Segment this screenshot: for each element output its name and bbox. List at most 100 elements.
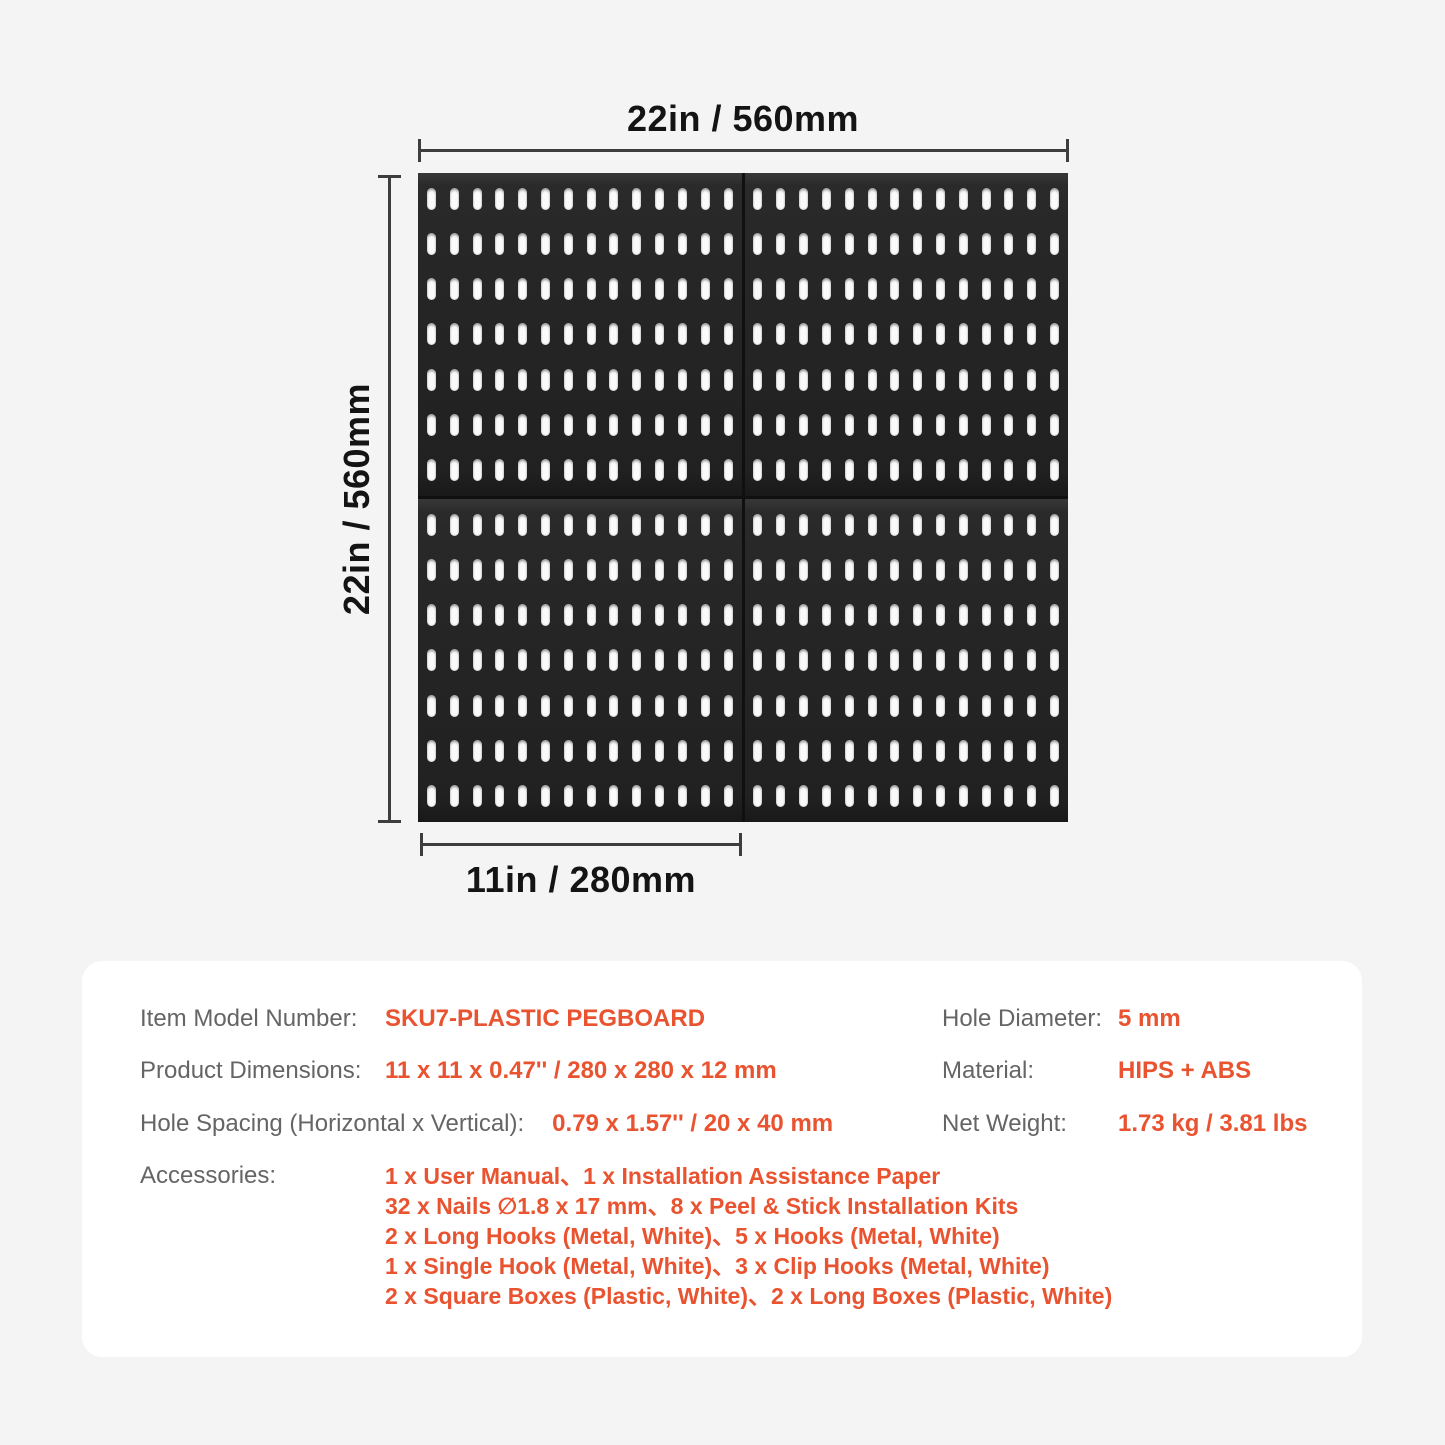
pegboard-hole — [700, 649, 710, 672]
pegboard-hole — [867, 368, 877, 391]
pegboard-hole — [981, 187, 991, 210]
pegboard-hole — [518, 368, 528, 391]
pegboard-hole — [958, 513, 968, 536]
pegboard-hole — [799, 785, 809, 808]
pegboard-hole — [655, 694, 665, 717]
pegboard-hole — [700, 513, 710, 536]
product-dimensions-value: 11 x 11 x 0.47'' / 280 x 280 x 12 mm — [385, 1057, 777, 1084]
hole-spacing-label: Hole Spacing (Horizontal x Vertical): — [140, 1110, 525, 1137]
pegboard-hole — [563, 785, 573, 808]
pegboard-hole — [723, 649, 733, 672]
pegboard-hole — [890, 740, 900, 763]
pegboard-hole — [700, 604, 710, 627]
pegboard-hole — [723, 604, 733, 627]
pegboard-hole — [981, 785, 991, 808]
pegboard-panel — [744, 173, 1068, 496]
pegboard-hole — [563, 414, 573, 437]
pegboard-hole — [1027, 785, 1037, 808]
pegboard-hole — [700, 414, 710, 437]
pegboard-hole — [867, 740, 877, 763]
pegboard-hole — [563, 368, 573, 391]
material-value: HIPS + ABS — [1118, 1057, 1252, 1084]
pegboard-hole — [518, 278, 528, 301]
pegboard-hole — [935, 414, 945, 437]
pegboard-hole — [609, 558, 619, 581]
pegboard-hole — [981, 232, 991, 255]
accessories-value-lines: 1 x User Manual、1 x Installation Assista… — [385, 1161, 1112, 1311]
pegboard-hole — [655, 649, 665, 672]
pegboard-hole — [426, 459, 436, 482]
pegboard-hole — [495, 459, 505, 482]
pegboard-hole — [586, 459, 596, 482]
pegboard-hole — [821, 513, 831, 536]
pegboard-hole — [495, 278, 505, 301]
pegboard-hole — [1027, 187, 1037, 210]
pegboard-hole — [472, 785, 482, 808]
pegboard-hole — [586, 278, 596, 301]
pegboard-hole — [867, 459, 877, 482]
pegboard-hole — [935, 187, 945, 210]
pegboard-hole — [449, 604, 459, 627]
pegboard-hole — [1050, 187, 1060, 210]
bottom-dimension-tick-left — [420, 833, 423, 856]
pegboard-hole — [935, 368, 945, 391]
pegboard-hole — [723, 187, 733, 210]
pegboard-hole — [844, 323, 854, 346]
pegboard-hole — [844, 694, 854, 717]
pegboard-hole — [677, 558, 687, 581]
pegboard-hole — [1004, 694, 1014, 717]
pegboard-hole — [821, 459, 831, 482]
pegboard-hole — [1050, 232, 1060, 255]
pegboard-hole — [632, 740, 642, 763]
pegboard-hole — [449, 513, 459, 536]
pegboard-hole — [449, 558, 459, 581]
hole-spacing-value: 0.79 x 1.57'' / 20 x 40 mm — [552, 1110, 834, 1137]
top-dimension-tick-left — [418, 139, 421, 162]
product-dimensions-label: Product Dimensions: — [140, 1057, 362, 1084]
pegboard-hole — [1027, 323, 1037, 346]
pegboard-hole — [935, 558, 945, 581]
pegboard-hole — [449, 323, 459, 346]
pegboard-hole — [426, 187, 436, 210]
pegboard-hole — [1004, 785, 1014, 808]
pegboard-hole — [586, 740, 596, 763]
pegboard-hole — [586, 187, 596, 210]
pegboard-hole — [1050, 323, 1060, 346]
pegboard-hole — [844, 187, 854, 210]
pegboard-hole — [1004, 604, 1014, 627]
pegboard-hole — [426, 785, 436, 808]
pegboard-hole — [776, 232, 786, 255]
pegboard-hole — [495, 323, 505, 346]
pegboard-hole — [700, 740, 710, 763]
pegboard-hole — [913, 740, 923, 763]
pegboard-hole — [586, 232, 596, 255]
pegboard-hole — [821, 604, 831, 627]
pegboard-hole — [958, 368, 968, 391]
pegboard-hole — [677, 187, 687, 210]
pegboard-hole — [677, 785, 687, 808]
item-model-number-value: SKU7-PLASTIC PEGBOARD — [385, 1005, 706, 1032]
pegboard-hole — [867, 414, 877, 437]
pegboard-hole — [632, 604, 642, 627]
pegboard-hole — [753, 513, 763, 536]
pegboard-hole — [913, 323, 923, 346]
pegboard-hole — [495, 232, 505, 255]
pegboard-hole — [1004, 368, 1014, 391]
accessories-line: 2 x Long Hooks (Metal, White)、5 x Hooks … — [385, 1223, 1000, 1249]
left-dimension-tick-bottom — [378, 820, 401, 823]
pegboard-hole — [821, 414, 831, 437]
pegboard-hole — [609, 740, 619, 763]
spec-row-hole-spacing: Hole Spacing (Horizontal x Vertical): 0.… — [140, 1109, 833, 1139]
pegboard-hole — [655, 459, 665, 482]
pegboard-hole — [890, 558, 900, 581]
left-dimension-label: 22in / 560mm — [336, 382, 377, 616]
pegboard-hole — [449, 785, 459, 808]
pegboard-hole — [723, 558, 733, 581]
pegboard-hole — [586, 604, 596, 627]
pegboard-hole — [472, 513, 482, 536]
pegboard-hole — [472, 368, 482, 391]
pegboard-hole — [655, 278, 665, 301]
pegboard-hole — [609, 368, 619, 391]
pegboard-hole — [913, 459, 923, 482]
pegboard-hole — [426, 558, 436, 581]
